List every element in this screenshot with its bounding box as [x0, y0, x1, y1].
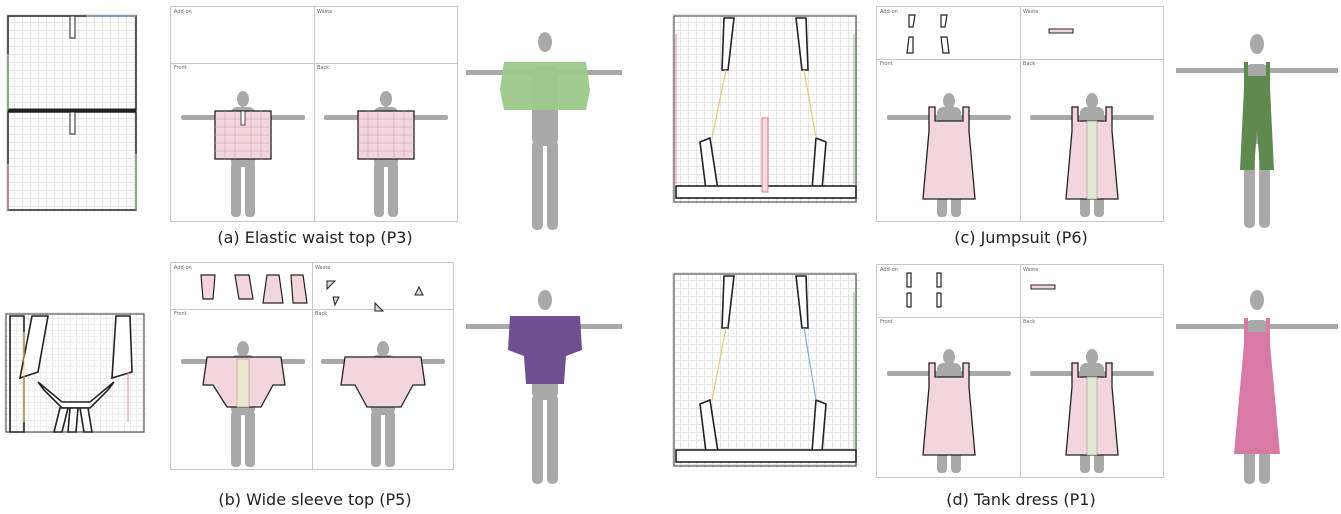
panel-label-waste: Waste	[1023, 267, 1039, 273]
pattern-pieces-c	[673, 15, 857, 203]
pattern-pieces-b	[5, 313, 145, 433]
panel-label-back: Back	[1023, 61, 1036, 67]
panel-label-waste: Waste	[315, 265, 331, 271]
caption-b: (b) Wide sleeve top (P5)	[218, 490, 412, 509]
placed-pieces-c	[887, 14, 1154, 217]
rendered-garment-c	[1176, 34, 1338, 228]
panel-label-addon: Add-on	[880, 9, 898, 15]
rendered-garment-a	[466, 32, 622, 230]
placed-pieces-a	[181, 91, 448, 217]
placement-view-a: Add-on Waste Front Back	[170, 6, 458, 222]
panel-label-back: Back	[315, 311, 328, 317]
panel-label-front: Front	[174, 311, 187, 317]
panel-label-waste: Waste	[1023, 9, 1039, 15]
panel-label-front: Front	[880, 319, 893, 325]
pattern-pieces-d	[673, 273, 857, 467]
pattern-pieces-a	[7, 15, 137, 211]
caption-d: (d) Tank dress (P1)	[946, 490, 1096, 509]
pattern-layout-b	[4, 312, 146, 434]
placement-view-c: Add-on Waste Front Back	[876, 6, 1164, 222]
panel-label-front: Front	[880, 61, 893, 67]
placed-pieces-d	[887, 272, 1154, 473]
pattern-layout-c	[672, 14, 860, 204]
panel-label-front: Front	[174, 65, 187, 71]
rendered-garment-b	[466, 290, 622, 484]
panel-label-addon: Add-on	[174, 265, 192, 271]
rendered-garment-d	[1176, 290, 1338, 484]
placement-view-b: Add-on Waste Front Back	[170, 262, 454, 470]
caption-a: (a) Elastic waist top (P3)	[217, 228, 413, 247]
panel-label-waste: Waste	[317, 9, 333, 15]
placement-view-d: Add-on Waste Front Back	[876, 264, 1164, 478]
placed-pieces-b	[181, 274, 445, 467]
panel-label-back: Back	[317, 65, 330, 71]
panel-label-back: Back	[1023, 319, 1036, 325]
panel-label-addon: Add-on	[174, 9, 192, 15]
caption-c: (c) Jumpsuit (P6)	[954, 228, 1088, 247]
pattern-layout-d	[672, 272, 860, 468]
panel-label-addon: Add-on	[880, 267, 898, 273]
pattern-layout-a	[6, 14, 138, 212]
